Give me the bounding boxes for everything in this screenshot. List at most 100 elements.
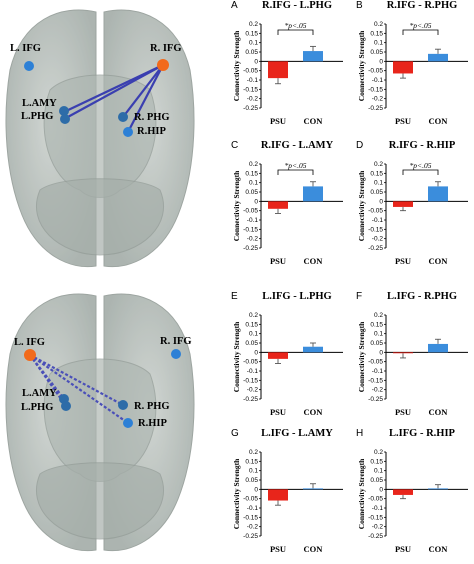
category-label: PSU xyxy=(270,544,286,554)
bar-chart-a: Connectivity Strength 0.2 0.15 0.1 0.05 0 -0.0… xyxy=(232,21,343,126)
y-tick-label: -0.05 xyxy=(243,496,258,503)
y-tick-label: 0.05 xyxy=(370,340,383,347)
y-axis-label: Connectivity Strength xyxy=(357,321,366,392)
panel-title: R.IFG - L.PHG xyxy=(262,0,332,11)
y-tick-label: 0 xyxy=(254,486,258,493)
brain-top-svg: L. IFG R. IFG L.AMY L.PHG R. PHG R.HIP xyxy=(5,9,195,268)
category-label: CON xyxy=(304,544,324,554)
significance-label: *p<.05 xyxy=(285,21,307,30)
bar-psu xyxy=(268,201,288,209)
y-tick-label: 0.05 xyxy=(245,189,258,196)
category-label: PSU xyxy=(395,256,411,266)
panel-e: E L.IFG - L.PHG Connectivity Strength 0.2… xyxy=(231,291,349,421)
y-tick-label: 0.15 xyxy=(245,30,258,37)
bar-chart-g: Connectivity Strength 0.2 0.15 0.1 0.05 0 -0.0… xyxy=(232,449,343,554)
y-tick-label: -0.15 xyxy=(243,377,258,384)
panel-title: R.IFG - R.HIP xyxy=(388,140,456,151)
category-label: CON xyxy=(304,116,324,126)
bar-chart-b: Connectivity Strength 0.2 0.15 0.1 0.05 0 -0.0… xyxy=(357,21,468,126)
y-tick-label: -0.05 xyxy=(243,208,258,215)
y-tick-label: -0.25 xyxy=(368,245,383,252)
bar-con xyxy=(303,488,323,490)
significance-bracket xyxy=(277,169,314,175)
bar-chart-d: Connectivity Strength 0.2 0.15 0.1 0.05 0 -0.0… xyxy=(357,161,468,266)
significance-bracket xyxy=(402,169,439,175)
brain-figure-top: L. IFG R. IFG L.AMY L.PHG R. PHG R.HIP xyxy=(0,0,200,275)
y-tick-label: -0.2 xyxy=(247,96,259,103)
y-tick-label: 0.1 xyxy=(374,468,383,475)
y-tick-label: -0.05 xyxy=(243,68,258,75)
bar-con xyxy=(303,51,323,62)
connections-solid xyxy=(63,64,164,133)
label-l-ifg: L. IFG xyxy=(10,43,41,54)
bar-psu xyxy=(393,352,413,354)
panel-letter: A xyxy=(231,0,238,11)
category-label: CON xyxy=(429,256,449,266)
panel-c: C R.IFG - L.AMY Connectivity Strength 0.2… xyxy=(231,140,349,270)
y-tick-label: -0.2 xyxy=(372,524,384,531)
label-r-phg: R. PHG xyxy=(134,112,170,123)
panel-letter: F xyxy=(356,291,363,302)
panel-g: G L.IFG - L.AMY Connectivity Strength 0.2… xyxy=(231,428,349,558)
significance-label: *p<.05 xyxy=(410,21,432,30)
y-tick-label: -0.05 xyxy=(243,359,258,366)
y-tick-label: -0.1 xyxy=(372,368,384,375)
y-tick-label: -0.15 xyxy=(368,514,383,521)
y-axis-label: Connectivity Strength xyxy=(357,458,366,529)
node-r-ifg xyxy=(157,59,169,71)
panel-title: L.IFG - L.AMY xyxy=(261,428,333,439)
cerebellum-shape xyxy=(35,178,165,256)
bar-chart-f: Connectivity Strength 0.2 0.15 0.1 0.05 0 -0.0… xyxy=(357,312,468,417)
y-tick-label: 0.15 xyxy=(245,321,258,328)
category-label: PSU xyxy=(395,116,411,126)
y-axis-label: Connectivity Strength xyxy=(232,458,241,529)
y-tick-label: 0.2 xyxy=(374,161,383,168)
panel-b: B R.IFG - R.PHG Connectivity Strength 0.2… xyxy=(356,0,474,130)
y-tick-label: 0 xyxy=(254,349,258,356)
y-tick-label: 0.2 xyxy=(374,449,383,456)
panel-letter: E xyxy=(231,291,238,302)
label-l-ifg: L. IFG xyxy=(14,337,45,348)
y-tick-label: 0 xyxy=(379,198,383,205)
y-tick-label: 0.05 xyxy=(245,477,258,484)
y-tick-label: -0.25 xyxy=(368,396,383,403)
category-label: CON xyxy=(429,407,449,417)
node-l-ifg xyxy=(24,61,34,71)
y-tick-label: -0.15 xyxy=(243,226,258,233)
label-r-hip: R.HIP xyxy=(137,126,166,137)
y-tick-label: -0.2 xyxy=(247,236,259,243)
y-tick-label: -0.15 xyxy=(368,377,383,384)
y-tick-label: -0.1 xyxy=(247,368,259,375)
panel-letter: C xyxy=(231,140,239,151)
node-l-amy xyxy=(59,106,69,116)
node-l-phg xyxy=(61,401,71,411)
category-label: PSU xyxy=(270,256,286,266)
y-tick-label: 0 xyxy=(254,58,258,65)
label-l-amy: L.AMY xyxy=(22,98,57,109)
y-tick-label: 0.2 xyxy=(249,449,258,456)
category-label: CON xyxy=(429,116,449,126)
bar-psu xyxy=(393,489,413,495)
y-tick-label: -0.25 xyxy=(243,396,258,403)
bar-con xyxy=(428,488,448,490)
bar-chart-e: Connectivity Strength 0.2 0.15 0.1 0.05 0 -0.0… xyxy=(232,312,343,417)
y-tick-label: 0 xyxy=(379,349,383,356)
y-tick-label: 0.15 xyxy=(245,458,258,465)
y-tick-label: 0.15 xyxy=(370,170,383,177)
label-r-ifg: R. IFG xyxy=(160,336,192,347)
y-axis-label: Connectivity Strength xyxy=(357,170,366,241)
panel-letter: D xyxy=(356,140,364,151)
y-tick-label: -0.1 xyxy=(372,77,384,84)
panel-a: A R.IFG - L.PHG Connectivity Strength 0.2… xyxy=(231,0,349,130)
brain-bottom-svg: L. IFG R. IFG L.AMY L.PHG R. PHG R.HIP xyxy=(5,293,195,552)
bar-con xyxy=(303,186,323,202)
y-tick-label: -0.2 xyxy=(372,236,384,243)
y-axis-label: Connectivity Strength xyxy=(232,30,241,101)
bar-psu xyxy=(268,61,288,79)
y-tick-label: 0 xyxy=(379,58,383,65)
node-r-hip xyxy=(123,418,133,428)
y-tick-label: 0.1 xyxy=(249,331,258,338)
category-label: PSU xyxy=(395,407,411,417)
bar-con xyxy=(428,186,448,202)
y-tick-label: 0.2 xyxy=(249,161,258,168)
